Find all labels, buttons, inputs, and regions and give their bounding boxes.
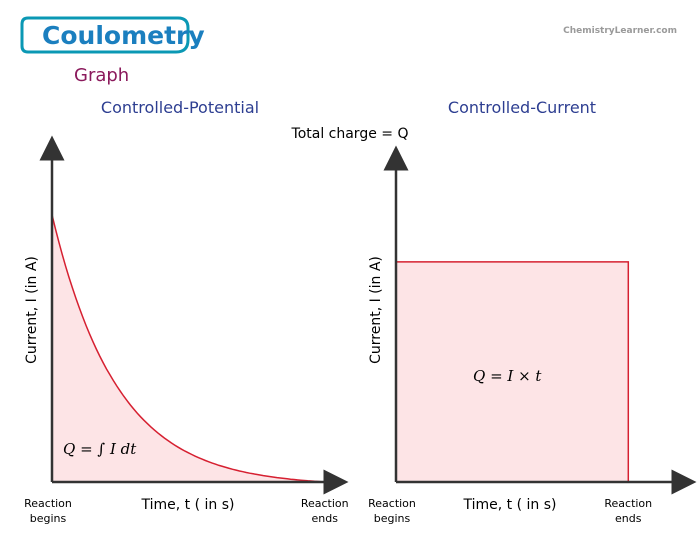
charge-formula: Q = ∫ I dt	[63, 440, 137, 458]
controlled-current-chart: Controlled-Current Current, I (in A) Tim…	[368, 98, 697, 525]
controlled-potential-chart: Controlled-Potential Current, I (in A) T…	[24, 98, 349, 525]
x-axis-label: Time, t ( in s)	[463, 497, 557, 513]
page-subtitle: Graph	[74, 65, 129, 86]
chart-title: Controlled-Current	[448, 98, 596, 117]
x-tick-label-end-1: Reaction	[604, 497, 652, 510]
x-axis-label: Time, t ( in s)	[141, 497, 235, 513]
chart-title: Controlled-Potential	[101, 98, 259, 117]
total-charge-annotation: Total charge = Q	[291, 126, 409, 142]
x-tick-label-begin-1: Reaction	[24, 497, 72, 510]
current-curve	[396, 261, 630, 482]
x-tick-label-begin-2: begins	[374, 512, 411, 525]
shaded-area	[52, 214, 325, 483]
title-badge: Coulometry	[20, 16, 205, 54]
y-axis-label: Current, I (in A)	[368, 256, 384, 364]
title-badge-shape	[20, 16, 190, 54]
charge-formula: Q = I × t	[473, 367, 542, 385]
page-title: Coulometry	[42, 21, 205, 50]
x-tick-label-end-1: Reaction	[301, 497, 349, 510]
x-tick-label-begin-1: Reaction	[368, 497, 416, 510]
x-tick-label-begin-2: begins	[30, 512, 67, 525]
shaded-area	[396, 261, 629, 482]
y-axis-label: Current, I (in A)	[24, 256, 40, 364]
watermark: ChemistryLearner.com	[563, 26, 677, 36]
x-tick-label-end-2: ends	[312, 512, 339, 525]
current-curve	[51, 214, 325, 483]
x-tick-label-end-2: ends	[615, 512, 642, 525]
